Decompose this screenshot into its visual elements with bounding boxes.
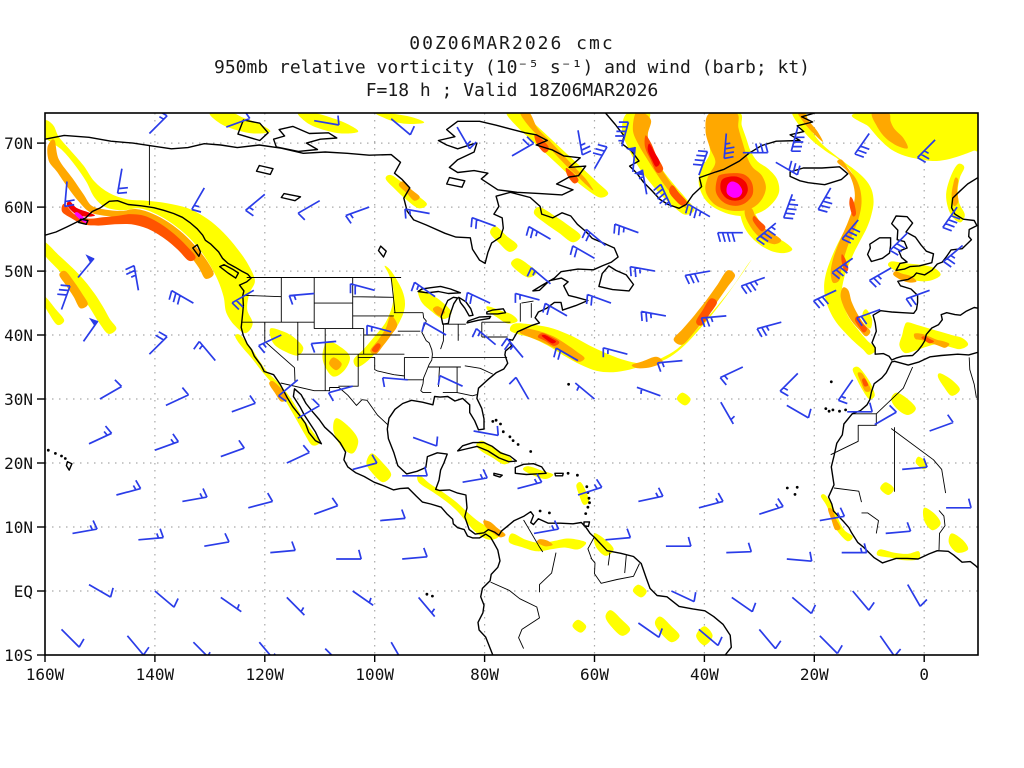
island-dot bbox=[838, 409, 841, 413]
x-tick-label: 0 bbox=[919, 665, 929, 684]
island-dot bbox=[793, 493, 797, 496]
island-dot bbox=[829, 380, 833, 384]
grid-lines bbox=[45, 113, 978, 655]
island-dot bbox=[501, 430, 505, 434]
y-tick-label: 70N bbox=[4, 134, 33, 153]
island-dot bbox=[785, 486, 789, 490]
island-dot bbox=[54, 452, 57, 455]
state-country-borders bbox=[148, 145, 977, 649]
y-tick-label: 60N bbox=[4, 198, 33, 217]
island-dot bbox=[511, 439, 515, 442]
island-dot bbox=[516, 443, 520, 446]
island-dot bbox=[585, 485, 589, 489]
island-dot bbox=[584, 512, 588, 515]
x-tick-label: 120W bbox=[246, 665, 285, 684]
x-tick-label: 80W bbox=[470, 665, 499, 684]
map-frame bbox=[44, 112, 979, 656]
y-tick-label: 20N bbox=[4, 454, 33, 473]
island-dot bbox=[795, 485, 799, 489]
chart-title-line1: 00Z06MAR2026 cmc bbox=[409, 33, 615, 54]
x-tick-label: 40W bbox=[690, 665, 719, 684]
island-dot bbox=[824, 407, 828, 410]
y-tick-label: 10S bbox=[4, 646, 33, 665]
island-dot bbox=[46, 448, 50, 452]
wind-barbs bbox=[57, 113, 972, 655]
island-dot bbox=[588, 501, 591, 505]
island-dot bbox=[494, 418, 498, 422]
chart-title-line2: 950mb relative vorticity (10⁻⁵ s⁻¹) and … bbox=[213, 57, 811, 78]
island-dot bbox=[566, 471, 570, 475]
island-dot bbox=[831, 408, 835, 412]
island-dot bbox=[587, 496, 591, 500]
island-dot bbox=[529, 450, 533, 453]
island-dot bbox=[567, 382, 570, 386]
island-dot bbox=[548, 511, 551, 515]
island-dot bbox=[425, 592, 429, 596]
island-dot bbox=[538, 509, 542, 513]
y-tick-label: EQ bbox=[14, 582, 33, 601]
y-tick-label: 10N bbox=[4, 518, 33, 537]
coastlines bbox=[45, 113, 978, 655]
island-dot bbox=[844, 408, 847, 412]
chart-title-line3: F=18 h ; Valid 18Z06MAR2026 bbox=[365, 80, 659, 101]
island-dot bbox=[827, 409, 831, 413]
island-dot bbox=[63, 457, 67, 460]
x-tick-label: 160W bbox=[26, 665, 65, 684]
island-dot bbox=[499, 422, 502, 426]
y-tick-label: 50N bbox=[4, 262, 33, 281]
x-tick-label: 100W bbox=[355, 665, 394, 684]
x-tick-label: 60W bbox=[580, 665, 609, 684]
y-tick-label: 40N bbox=[4, 326, 33, 345]
island-dot bbox=[491, 420, 495, 423]
island-dot bbox=[586, 505, 590, 509]
island-dot bbox=[576, 473, 579, 477]
island-dot bbox=[60, 454, 63, 458]
island-dot bbox=[431, 594, 434, 598]
island-dot bbox=[508, 435, 512, 439]
x-tick-label: 20W bbox=[800, 665, 829, 684]
x-tick-label: 140W bbox=[136, 665, 175, 684]
y-tick-label: 30N bbox=[4, 390, 33, 409]
